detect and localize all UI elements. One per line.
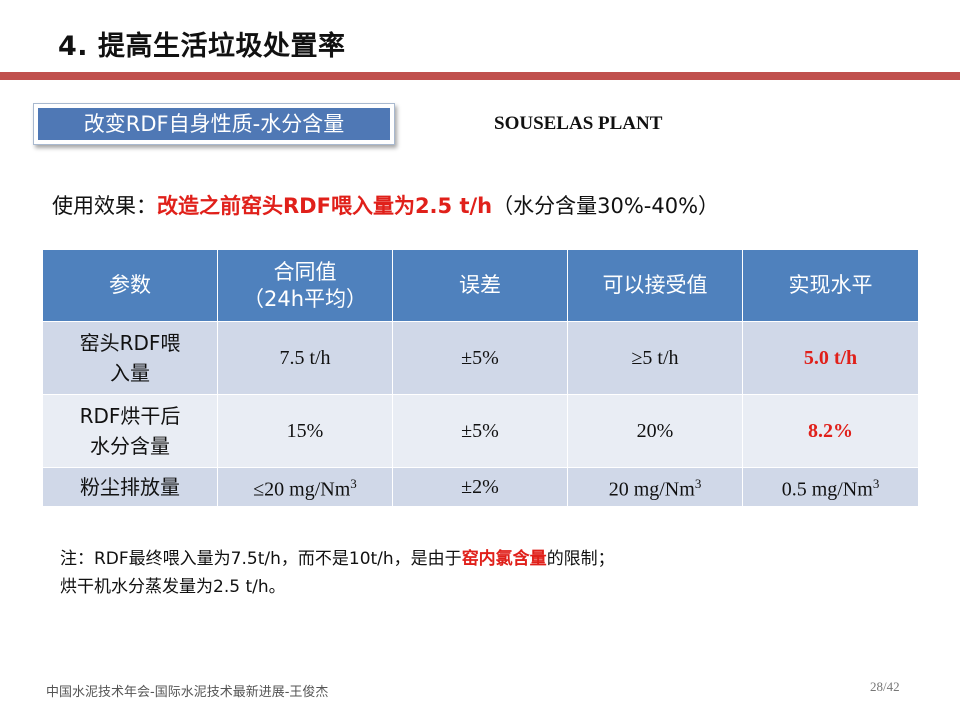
header-cell-text: 误差 [459, 273, 501, 297]
header-achieved-level: 实现水平 [742, 249, 919, 322]
superscript: 3 [350, 476, 357, 492]
slide-title: 4. 提高生活垃圾处置率 [58, 31, 346, 62]
footnote: 注：RDF最终喂入量为7.5t/h，而不是10t/h，是由于窑内氯含量的限制； … [60, 545, 615, 601]
header-cell-text: 可以接受值 [602, 273, 708, 297]
effect-prefix: 使用效果： [52, 194, 157, 218]
footnote-highlight: 窑内氯含量 [461, 549, 547, 569]
table-cell: ±5% [392, 394, 568, 468]
header-cell-text: 合同值 （24h平均） [242, 259, 368, 311]
table-cell: ±2% [392, 467, 568, 507]
effect-suffix: （水分含量30%-40%） [492, 194, 720, 218]
table-cell-highlight: 5.0 t/h [742, 321, 919, 395]
plant-name: SOUSELAS PLANT [494, 113, 663, 134]
cell-text: 窑头RDF喂 入量 [79, 331, 181, 385]
table-cell: 粉尘排放量 [42, 467, 218, 507]
header-acceptable-value: 可以接受值 [567, 249, 743, 322]
cell-text: RDF烘干后 水分含量 [79, 404, 181, 458]
header-tolerance: 误差 [392, 249, 568, 322]
table-row: RDF烘干后 水分含量 15% ±5% 20% 8.2% [42, 394, 919, 468]
header-contract-value: 合同值 （24h平均） [217, 249, 393, 322]
footnote-text: 注：RDF最终喂入量为7.5t/h，而不是10t/h，是由于 [60, 549, 462, 569]
table-cell: ≤20 mg/Nm3 [217, 467, 393, 507]
table-row: 粉尘排放量 ≤20 mg/Nm3 ±2% 20 mg/Nm3 0.5 mg/Nm… [42, 467, 919, 507]
superscript: 3 [694, 476, 702, 492]
effect-line: 使用效果：改造之前窑头RDF喂入量为2.5 t/h（水分含量30%-40%） [52, 190, 719, 220]
title-divider [0, 72, 960, 80]
header-cell-text: 实现水平 [788, 273, 873, 297]
section-label: 改变RDF自身性质-水分含量 [38, 108, 390, 140]
superscript: 3 [872, 476, 880, 492]
table-cell: 7.5 t/h [217, 321, 393, 395]
section-label-box: 改变RDF自身性质-水分含量 [33, 103, 395, 145]
header-parameter: 参数 [42, 249, 218, 322]
table-cell: RDF烘干后 水分含量 [42, 394, 218, 468]
table-cell: ≥5 t/h [567, 321, 743, 395]
footnote-text: 的限制； [546, 549, 615, 569]
effect-highlight: 改造之前窑头RDF喂入量为2.5 t/h [157, 194, 493, 218]
table-cell: ±5% [392, 321, 568, 395]
parameter-table: 参数 合同值 （24h平均） 误差 可以接受值 实现水平 窑头RDF喂 入量 7… [42, 249, 919, 507]
footnote-line-2: 烘干机水分蒸发量为2.5 t/h。 [60, 577, 286, 597]
table-cell-highlight: 8.2% [742, 394, 919, 468]
table-row: 窑头RDF喂 入量 7.5 t/h ±5% ≥5 t/h 5.0 t/h [42, 321, 919, 395]
header-cell-text: 参数 [109, 273, 151, 297]
table-cell: 窑头RDF喂 入量 [42, 321, 218, 395]
table-cell: 20% [567, 394, 743, 468]
footer-text: 中国水泥技术年会-国际水泥技术最新进展-王俊杰 [46, 685, 329, 700]
table-cell: 15% [217, 394, 393, 468]
table-cell: 20 mg/Nm3 [567, 467, 743, 507]
table-cell: 0.5 mg/Nm3 [742, 467, 919, 507]
table-header-row: 参数 合同值 （24h平均） 误差 可以接受值 实现水平 [42, 249, 919, 322]
footnote-line-1: 注：RDF最终喂入量为7.5t/h，而不是10t/h，是由于窑内氯含量的限制； [60, 545, 615, 573]
page-number: 28/42 [870, 679, 900, 694]
